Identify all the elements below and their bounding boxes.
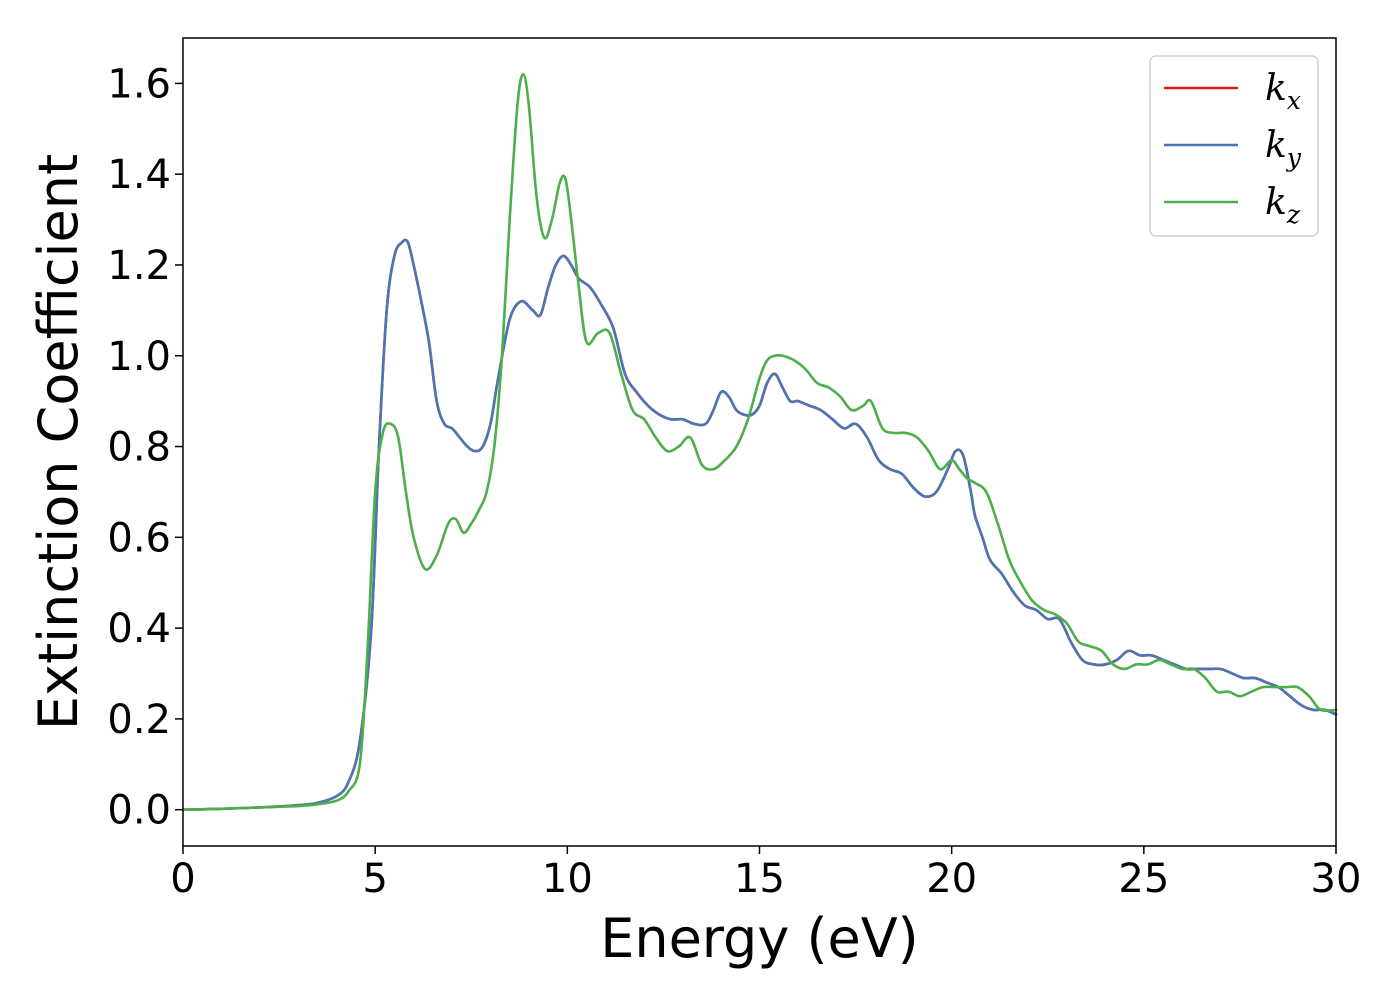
x-axis-title: Energy (eV) bbox=[600, 907, 919, 970]
y-tick-label: 0.4 bbox=[107, 606, 171, 652]
legend-items: kx ky kz bbox=[1164, 68, 1302, 229]
x-tick-label: 0 bbox=[170, 856, 195, 902]
y-tick-label: 0.0 bbox=[107, 788, 171, 834]
y-axis-title: Extinction Coefficient bbox=[27, 154, 90, 730]
y-tick-label: 1.6 bbox=[107, 61, 171, 107]
y-tick-label: 0.2 bbox=[107, 697, 171, 743]
x-tick-label: 10 bbox=[542, 856, 593, 902]
series-layer bbox=[181, 73, 1338, 811]
legend-label-kx: kx bbox=[1265, 68, 1301, 115]
y-tick-label: 0.6 bbox=[107, 515, 171, 561]
y-tick-label: 1.0 bbox=[107, 334, 171, 380]
legend-label-ky: ky bbox=[1265, 125, 1302, 172]
x-tick-label: 25 bbox=[1118, 856, 1169, 902]
x-axis-ticks: 0 5 10 15 20 25 30 bbox=[170, 846, 1361, 902]
x-tick-label: 30 bbox=[1311, 856, 1362, 902]
series-line-ky bbox=[181, 238, 1338, 811]
y-tick-label: 1.4 bbox=[107, 152, 171, 198]
series-line-kz bbox=[181, 73, 1338, 811]
y-tick-label: 0.8 bbox=[107, 425, 171, 471]
y-axis-ticks: 0.0 0.2 0.4 0.6 0.8 1.0 1.2 1.4 1.6 bbox=[107, 61, 183, 834]
legend: kx ky kz bbox=[1149, 55, 1319, 237]
x-tick-label: 5 bbox=[362, 856, 387, 902]
x-tick-label: 20 bbox=[926, 856, 977, 902]
y-tick-label: 1.2 bbox=[107, 243, 171, 289]
x-tick-label: 15 bbox=[734, 856, 785, 902]
plot-area-background bbox=[183, 38, 1336, 846]
legend-label-kz: kz bbox=[1265, 182, 1301, 229]
